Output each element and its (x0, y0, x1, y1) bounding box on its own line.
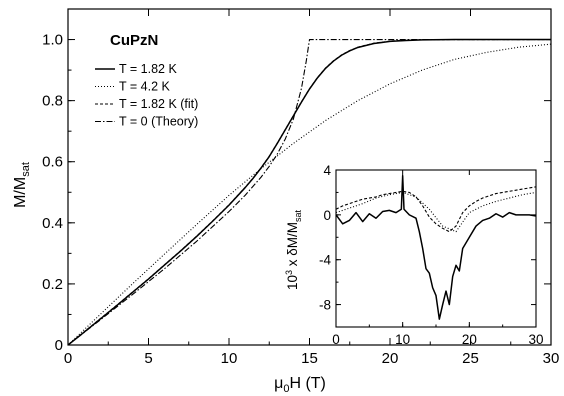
x-tick-label: 20 (462, 332, 477, 347)
x-tick-label: 10 (221, 350, 238, 367)
y-tick-label: 1.0 (42, 32, 63, 49)
legend: T = 1.82 K T = 4.2 K T = 1.82 K (fit) T = 0… (95, 62, 198, 129)
x-tick-label: 0 (64, 350, 72, 367)
y-tick-label: -4 (319, 253, 331, 268)
main-axis-ticks: 0 5 10 15 20 25 30 0 0.2 0.4 0.6 0.8 1.0 (42, 8, 560, 367)
x-tick-label: 5 (144, 350, 152, 367)
y-tick-label: -8 (319, 298, 331, 313)
series-line-1 (67, 43, 552, 346)
x-tick-label: 20 (382, 350, 399, 367)
inset-plot-series (335, 174, 537, 320)
series-line-3 (67, 38, 551, 346)
legend-label-0: T = 1.82 K (119, 62, 177, 76)
legend-label-3: T = 0 (Theory) (119, 115, 198, 129)
series-line-2 (67, 38, 551, 346)
y-tick-label: 0 (55, 337, 63, 354)
inset-background (336, 170, 536, 327)
x-tick-label: 10 (395, 332, 410, 347)
inset-axis-ticks: 0 10 20 30 -8 -4 0 4 (319, 163, 544, 347)
y-tick-label: 0.6 (42, 154, 63, 171)
y-tick-label: 4 (323, 163, 331, 178)
x-tick-label: 30 (543, 350, 560, 367)
y-axis-label: M/Msat (12, 162, 32, 208)
x-axis-label: μ0H (T) (274, 375, 326, 395)
inset-y-axis-label: 103 x δM/Msat (284, 209, 303, 290)
legend-label-2: T = 1.82 K (fit) (119, 97, 198, 111)
y-tick-label: 0.8 (42, 93, 63, 110)
series-line-2 (335, 186, 537, 233)
series-line-0 (335, 174, 537, 320)
y-tick-label: 0.4 (42, 215, 63, 232)
y-tick-label: 0.2 (42, 276, 63, 293)
legend-label-1: T = 4.2 K (119, 80, 171, 94)
chart-title: CuPzN (110, 32, 158, 49)
main-plot-series (67, 38, 552, 346)
x-tick-label: 25 (462, 350, 479, 367)
x-tick-label: 30 (528, 332, 543, 347)
x-tick-label: 15 (301, 350, 318, 367)
y-tick-label: 0 (323, 208, 331, 223)
x-tick-label: 0 (332, 332, 340, 347)
